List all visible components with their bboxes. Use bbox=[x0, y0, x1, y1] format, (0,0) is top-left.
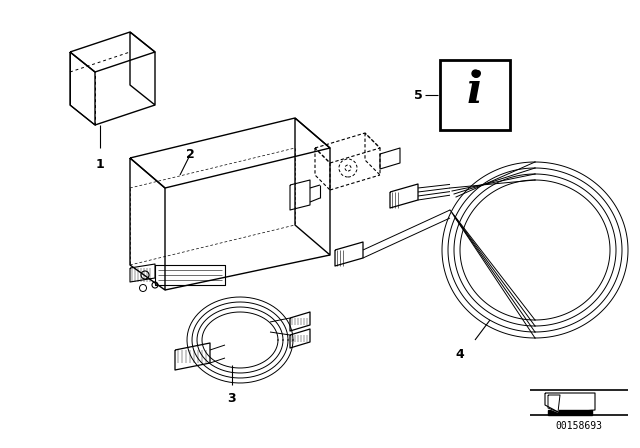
Text: 4: 4 bbox=[456, 348, 465, 361]
Text: 3: 3 bbox=[228, 392, 236, 405]
Text: 1: 1 bbox=[95, 158, 104, 171]
Polygon shape bbox=[548, 395, 560, 412]
Text: 2: 2 bbox=[186, 148, 195, 161]
Text: i: i bbox=[467, 70, 483, 112]
Bar bbox=[548, 410, 592, 415]
Text: 00158693: 00158693 bbox=[556, 421, 602, 431]
Bar bbox=[440, 60, 510, 130]
Text: 5: 5 bbox=[413, 89, 422, 102]
